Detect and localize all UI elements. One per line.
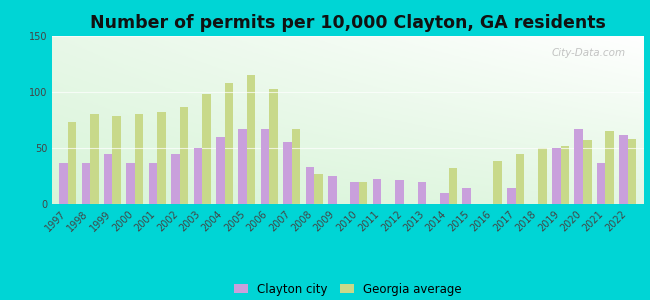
Bar [194, 148, 202, 204]
Bar [157, 112, 166, 204]
Bar [328, 176, 337, 204]
Bar [552, 148, 560, 204]
Bar [135, 114, 144, 204]
Bar [597, 163, 605, 204]
Bar [583, 140, 592, 204]
Bar [202, 94, 211, 204]
Bar [224, 83, 233, 204]
Bar [104, 154, 112, 204]
Bar [373, 179, 382, 204]
Bar [247, 75, 255, 204]
Bar [216, 137, 224, 204]
Bar [112, 116, 121, 204]
Bar [462, 188, 471, 204]
Bar [292, 129, 300, 204]
Bar [90, 114, 99, 204]
Legend: Clayton city, Georgia average: Clayton city, Georgia average [233, 283, 462, 296]
Bar [359, 182, 367, 204]
Bar [126, 163, 135, 204]
Bar [350, 182, 359, 204]
Bar [149, 163, 157, 204]
Bar [507, 188, 516, 204]
Bar [68, 122, 76, 204]
Text: City-Data.com: City-Data.com [552, 48, 626, 58]
Bar [516, 154, 525, 204]
Bar [493, 161, 502, 204]
Bar [538, 148, 547, 204]
Bar [418, 182, 426, 204]
Bar [448, 168, 457, 204]
Bar [179, 106, 188, 204]
Bar [628, 139, 636, 204]
Bar [283, 142, 292, 204]
Bar [82, 163, 90, 204]
Bar [269, 88, 278, 204]
Bar [171, 154, 179, 204]
Title: Number of permits per 10,000 Clayton, GA residents: Number of permits per 10,000 Clayton, GA… [90, 14, 606, 32]
Bar [575, 129, 583, 204]
Bar [560, 146, 569, 204]
Bar [239, 129, 247, 204]
Bar [395, 181, 404, 204]
Bar [440, 193, 448, 204]
Bar [261, 129, 269, 204]
Bar [314, 174, 322, 204]
Bar [619, 135, 628, 204]
Bar [59, 163, 68, 204]
Bar [605, 131, 614, 204]
Bar [306, 167, 314, 204]
